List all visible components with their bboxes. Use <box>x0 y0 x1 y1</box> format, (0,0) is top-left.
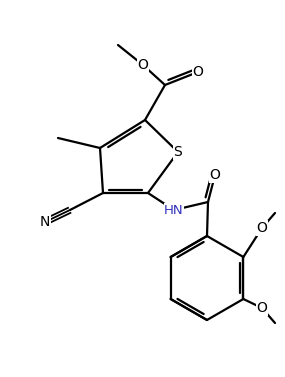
Text: O: O <box>256 301 267 315</box>
Text: S: S <box>174 145 182 159</box>
Text: HN: HN <box>164 204 184 216</box>
Text: O: O <box>256 221 267 235</box>
Text: O: O <box>138 58 148 72</box>
Text: N: N <box>40 215 50 229</box>
Text: O: O <box>193 65 203 79</box>
Text: O: O <box>209 168 220 182</box>
